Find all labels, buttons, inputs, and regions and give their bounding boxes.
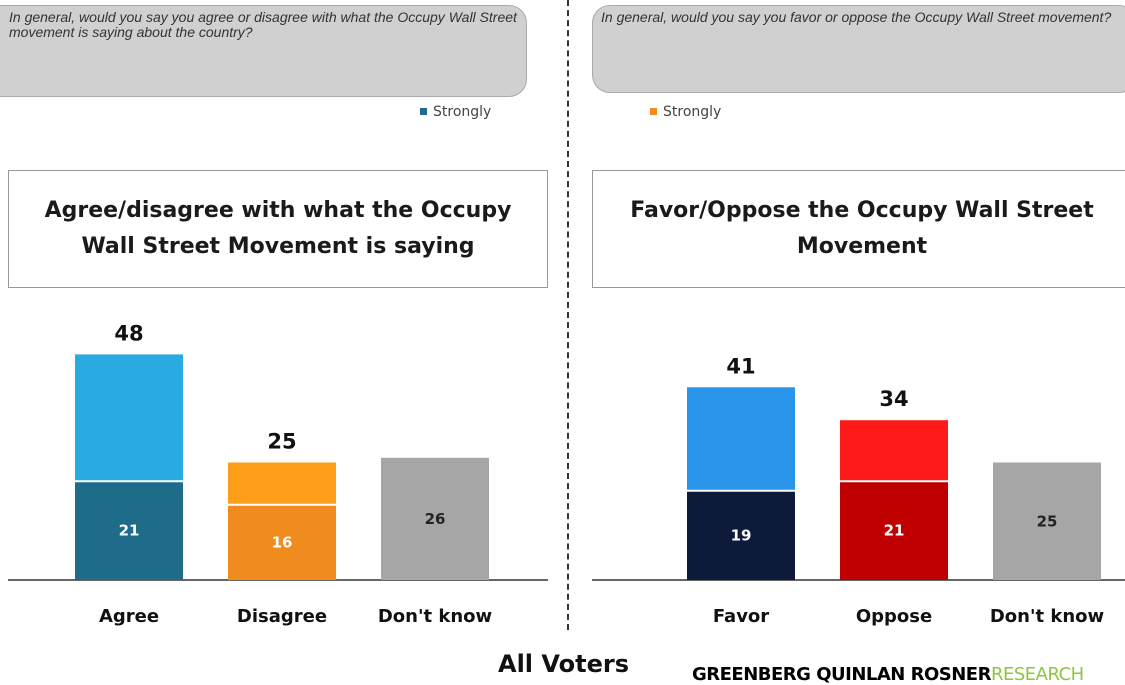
bar-strongly-right-0 [687,490,795,580]
category-label-right-1: Oppose [856,606,932,627]
legend-swatch-right [650,107,657,115]
data-label-inner-right-0: 19 [731,526,752,544]
bar-strongly-right-1 [840,481,948,580]
brand-name: GREENBERG QUINLAN ROSNER [692,664,991,685]
bar-strongly-left-1 [228,504,336,580]
data-label-total-left-0: 48 [114,321,143,345]
legend-left: Strongly [420,104,491,120]
bar-total-left-2 [381,457,489,580]
question-text-right: In general, would you say you favor or o… [601,9,1112,25]
chart-title-right: Favor/Oppose the Occupy Wall Street Move… [630,198,1094,259]
bar-strongly-left-0 [75,481,183,580]
data-label-inner-right-1: 21 [884,522,905,540]
brand-logo: GREENBERG QUINLAN ROSNERRESEARCH [692,664,1084,685]
legend-swatch-left [420,107,427,115]
category-label-left-1: Disagree [237,606,327,627]
legend-label-right: Strongly [663,104,722,120]
question-box-left: In general, would you say you agree or d… [0,5,527,97]
data-label-total-left-1: 25 [267,430,296,454]
data-label-inner-left-1: 16 [272,533,293,551]
chart-title-left: Agree/disagree with what the Occupy Wall… [44,198,512,259]
data-label-inner-left-2: 26 [425,510,446,528]
footer-title: All Voters [498,650,630,678]
category-label-right-2: Don't know [990,606,1104,627]
data-label-inner-left-0: 21 [119,522,140,540]
question-text-left: In general, would you say you agree or d… [9,9,517,40]
panel-divider [567,0,569,630]
question-box-right: In general, would you say you favor or o… [592,5,1125,93]
chart-title-box-left: Agree/disagree with what the Occupy Wall… [8,170,548,288]
legend-right: Strongly [650,104,721,120]
data-label-total-right-0: 41 [726,354,755,378]
legend-label-left: Strongly [433,104,492,120]
category-label-right-0: Favor [713,606,769,627]
bar-total-right-2 [993,462,1101,580]
category-label-left-2: Don't know [378,606,492,627]
category-label-left-0: Agree [99,606,159,627]
brand-research: RESEARCH [990,664,1084,685]
data-label-inner-right-2: 25 [1037,512,1058,530]
data-label-total-right-1: 34 [879,387,908,411]
chart-title-box-right: Favor/Oppose the Occupy Wall Street Move… [592,170,1125,288]
